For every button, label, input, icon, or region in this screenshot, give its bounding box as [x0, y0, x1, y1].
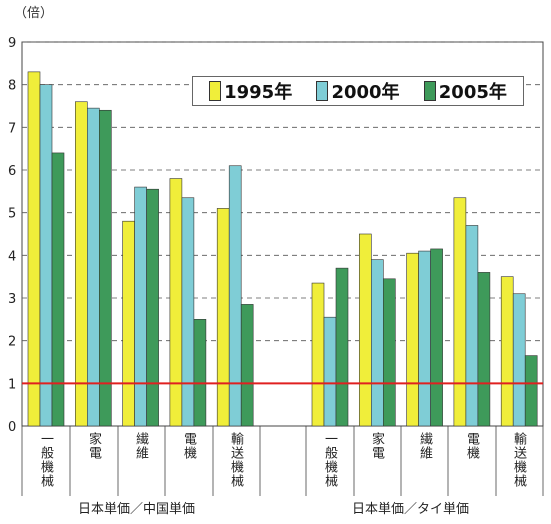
bar — [27, 71, 41, 427]
category-label: 一般機械 — [322, 432, 337, 488]
category-label: 一般機械 — [38, 432, 53, 488]
bar — [240, 304, 254, 427]
bar — [406, 252, 419, 427]
y-tick-label: 7 — [8, 121, 16, 136]
bar — [99, 109, 112, 427]
bar — [382, 278, 396, 427]
legend-item-2000: 2000年 — [316, 78, 400, 104]
bar — [122, 220, 135, 427]
y-tick-label: 6 — [8, 164, 16, 179]
bar — [335, 267, 349, 427]
legend-item-2005: 2005年 — [423, 78, 507, 104]
y-tick-label: 4 — [8, 249, 16, 264]
legend-item-1995: 1995年 — [209, 78, 292, 104]
chart-legend: 1995年 2000年 2005年 — [192, 76, 524, 106]
legend-swatch-2000 — [316, 81, 329, 101]
category-label: 繊維 — [133, 432, 148, 460]
bar — [465, 225, 479, 427]
bar — [193, 319, 207, 427]
bar — [512, 293, 526, 427]
legend-label-2000: 2000年 — [331, 82, 400, 103]
y-tick-label: 8 — [8, 79, 16, 94]
category-label: 電機 — [181, 432, 196, 460]
y-tick-label: 2 — [8, 335, 16, 350]
y-tick-label: 5 — [8, 207, 16, 222]
bar — [311, 282, 325, 427]
group-label-thailand: 日本単価／タイ単価 — [352, 502, 470, 517]
y-tick-label: 1 — [8, 377, 16, 392]
category-label: 家電 — [369, 432, 384, 460]
category-label: 輸送機械 — [228, 432, 243, 488]
bar — [358, 233, 372, 427]
bar — [87, 107, 100, 427]
legend-label-2005: 2005年 — [438, 82, 507, 103]
category-label: 電機 — [464, 432, 479, 460]
y-tick-label: 0 — [8, 420, 16, 435]
bar — [500, 276, 514, 427]
bar — [370, 259, 384, 427]
y-tick-label: 3 — [8, 292, 16, 307]
bar — [477, 272, 491, 427]
bar — [524, 355, 538, 427]
bar — [169, 178, 183, 427]
bar — [39, 84, 53, 427]
bar — [430, 248, 443, 427]
legend-label-1995: 1995年 — [224, 82, 293, 103]
bar — [51, 152, 65, 427]
bar — [146, 188, 159, 427]
group-label-china: 日本単価／中国単価 — [78, 502, 196, 517]
bar — [228, 165, 242, 427]
category-label: 繊維 — [417, 432, 432, 460]
category-label: 輸送機械 — [511, 432, 526, 488]
bar — [323, 316, 337, 427]
legend-swatch-1995 — [209, 81, 222, 101]
bar — [134, 186, 147, 427]
legend-swatch-2005 — [423, 81, 436, 101]
y-axis-unit-label: （倍） — [14, 6, 54, 21]
y-tick-label: 9 — [8, 36, 16, 51]
category-label: 家電 — [86, 432, 101, 460]
bar — [216, 208, 230, 427]
bar — [453, 197, 467, 427]
bar — [418, 250, 431, 427]
bar — [75, 101, 88, 427]
bar — [181, 197, 195, 427]
